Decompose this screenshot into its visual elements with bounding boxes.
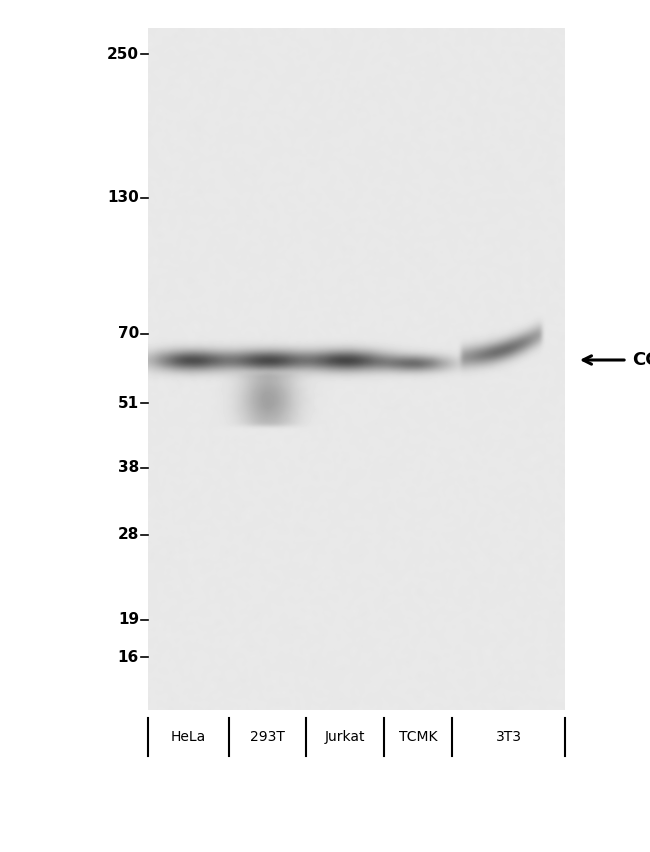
Text: 293T: 293T <box>250 730 285 744</box>
Text: HeLa: HeLa <box>171 730 206 744</box>
Text: Jurkat: Jurkat <box>325 730 365 744</box>
Text: 28: 28 <box>118 527 139 542</box>
Text: 130: 130 <box>107 190 139 205</box>
Text: 19: 19 <box>118 613 139 627</box>
Text: 38: 38 <box>118 460 139 475</box>
Text: 51: 51 <box>118 395 139 411</box>
Text: 250: 250 <box>107 47 139 62</box>
Text: 16: 16 <box>118 650 139 665</box>
Text: CCT7: CCT7 <box>632 351 650 369</box>
Text: TCMK: TCMK <box>398 730 437 744</box>
Text: 3T3: 3T3 <box>496 730 522 744</box>
Text: 70: 70 <box>118 326 139 341</box>
